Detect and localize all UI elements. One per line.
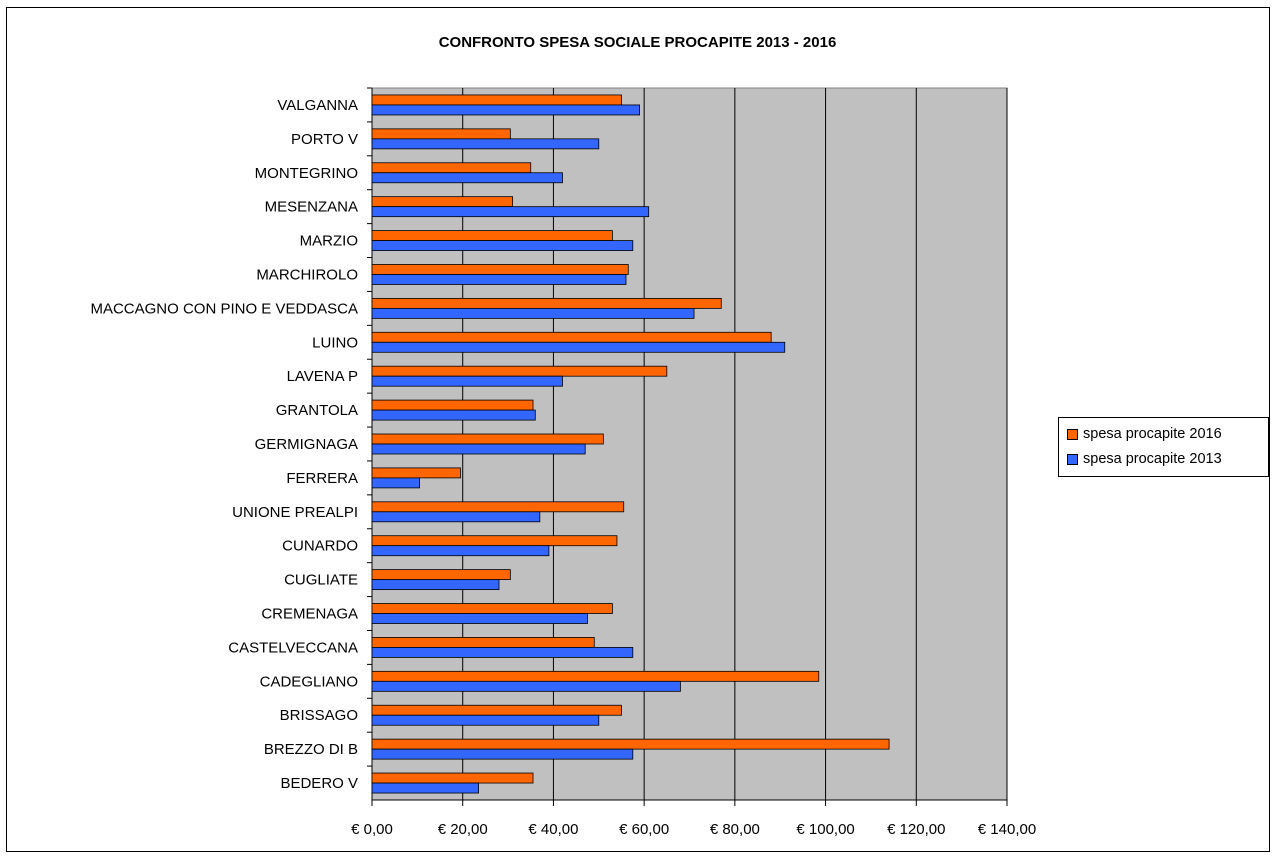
category-label: PORTO V: [291, 131, 358, 148]
bar-2013: [371, 511, 541, 523]
bar-2013: [371, 206, 650, 218]
bar-2016: [371, 535, 618, 547]
bar-2013: [371, 307, 695, 319]
x-tick-label: € 80,00: [710, 821, 760, 838]
legend-swatch-2013: [1067, 453, 1078, 465]
bar-2016: [371, 738, 890, 750]
x-tick-label: € 40,00: [528, 821, 578, 838]
bar-2013: [371, 172, 563, 184]
legend: spesa procapite 2016 spesa procapite 201…: [1058, 417, 1269, 477]
bar-2013: [371, 647, 634, 658]
bar-2013: [371, 240, 634, 251]
category-label: UNIONE PREALPI: [232, 504, 358, 521]
bar-2013: [371, 579, 500, 591]
legend-item-2016: spesa procapite 2016: [1067, 426, 1222, 442]
category-label: MONTEGRINO: [255, 165, 358, 182]
bar-2013: [371, 613, 588, 624]
bar-2013: [371, 782, 479, 794]
bar-2016: [371, 365, 668, 377]
bar-2013: [371, 748, 634, 760]
bar-2016: [371, 569, 511, 581]
bar-2016: [371, 670, 820, 682]
bar-2016: [371, 637, 595, 648]
category-label: FERRERA: [286, 470, 358, 487]
category-label: MARZIO: [300, 233, 358, 250]
x-tick-label: € 100,00: [796, 821, 854, 838]
category-label: GERMIGNAGA: [255, 436, 358, 453]
category-label: MACCAGNO CON PINO E VEDDASCA: [90, 300, 358, 317]
bar-2013: [371, 443, 586, 455]
category-label: BEDERO V: [280, 775, 358, 792]
bar-2016: [371, 230, 613, 241]
bar-2016: [371, 264, 629, 275]
chart-title: CONFRONTO SPESA SOCIALE PROCAPITE 2013 -…: [438, 34, 837, 51]
bar-2013: [371, 375, 563, 387]
bar-2013: [371, 545, 550, 557]
bar-2016: [371, 331, 772, 343]
category-label: CREMENAGA: [261, 606, 358, 623]
category-label: CASTELVECCANA: [228, 639, 358, 656]
category-label: CADEGLIANO: [260, 673, 358, 690]
x-tick-label: € 20,00: [438, 821, 488, 838]
legend-item-2013: spesa procapite 2013: [1067, 451, 1222, 467]
bar-2016: [371, 603, 613, 614]
category-label: CUGLIATE: [284, 572, 358, 589]
bar-2016: [371, 501, 625, 513]
bar-2016: [371, 162, 532, 174]
bar-2016: [371, 399, 534, 411]
category-label: CUNARDO: [282, 538, 358, 555]
bar-2013: [371, 477, 421, 489]
bar-2013: [371, 274, 627, 285]
category-label: BREZZO DI B: [264, 741, 358, 758]
legend-label-2013: spesa procapite 2013: [1083, 451, 1222, 467]
bar-2013: [371, 680, 681, 692]
bar-2016: [371, 467, 461, 479]
bar-2016: [371, 433, 604, 445]
bar-2013: [371, 409, 536, 421]
bar-2013: [371, 138, 600, 150]
bar-2013: [371, 714, 600, 726]
category-label: LUINO: [312, 334, 358, 351]
x-tick-label: € 120,00: [887, 821, 945, 838]
bar-2016: [371, 704, 622, 716]
legend-label-2016: spesa procapite 2016: [1083, 426, 1222, 442]
category-label: LAVENA P: [287, 368, 358, 385]
bar-2013: [371, 104, 641, 116]
x-tick-label: € 0,00: [351, 821, 393, 838]
bar-2013: [371, 341, 786, 353]
x-tick-label: € 60,00: [619, 821, 669, 838]
category-label: MESENZANA: [265, 199, 358, 216]
legend-swatch-2016: [1067, 428, 1078, 440]
bar-2016: [371, 94, 622, 106]
x-tick-label: € 140,00: [978, 821, 1036, 838]
category-label: GRANTOLA: [276, 402, 358, 419]
bar-2016: [371, 297, 722, 309]
category-label: VALGANNA: [277, 97, 358, 114]
category-label: BRISSAGO: [280, 707, 358, 724]
bar-2016: [371, 196, 514, 208]
bar-2016: [371, 128, 511, 140]
category-label: MARCHIROLO: [256, 266, 358, 283]
bar-2016: [371, 772, 534, 784]
